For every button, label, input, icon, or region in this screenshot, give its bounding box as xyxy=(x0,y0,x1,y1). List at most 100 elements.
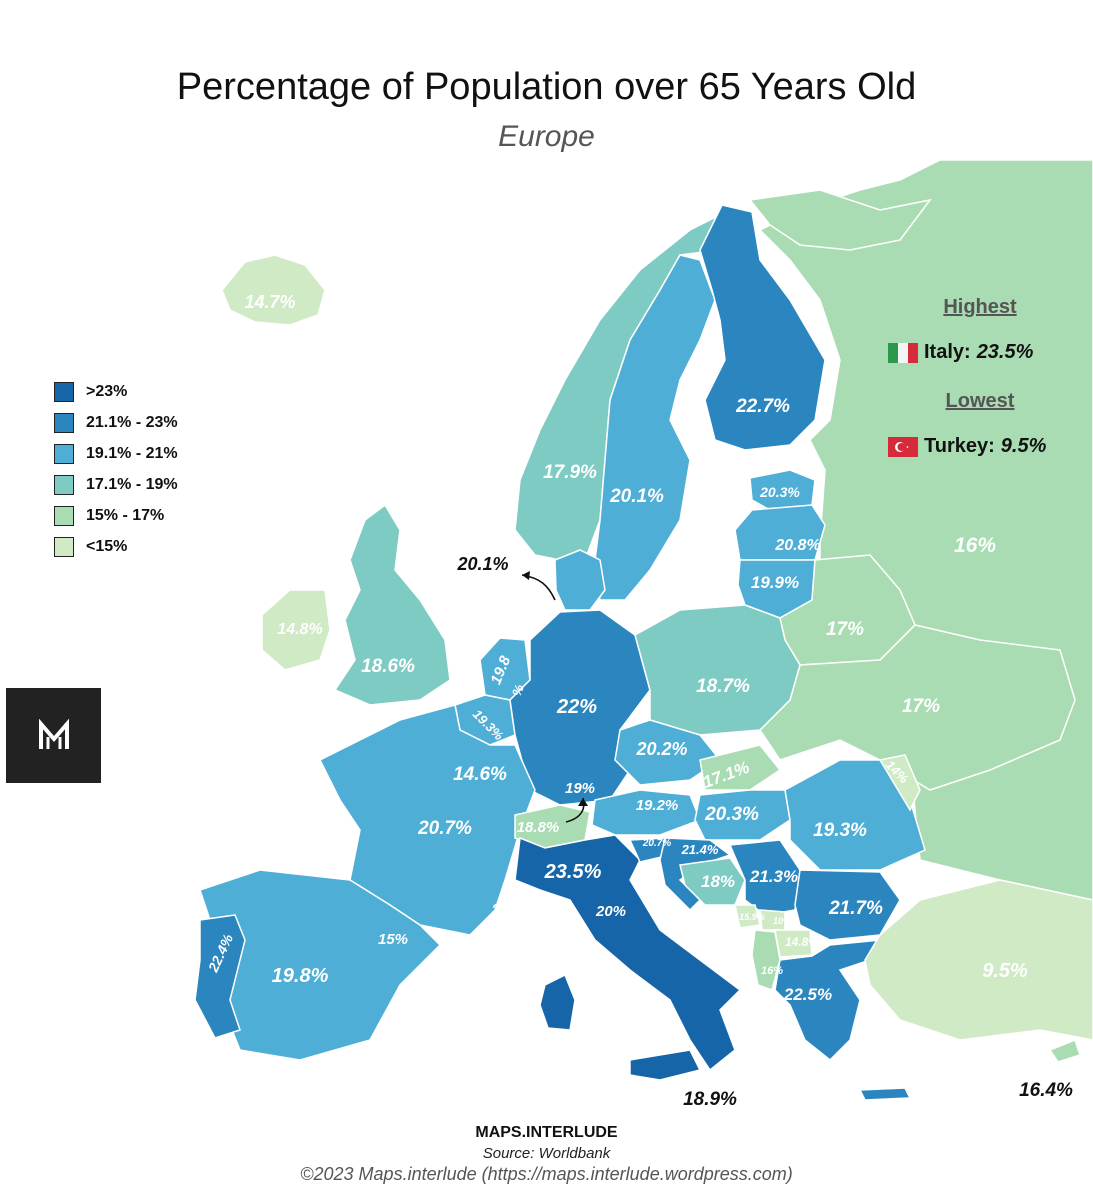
region-portugal xyxy=(194,914,246,1039)
label-estonia: 20.3% xyxy=(759,484,800,500)
region-hungary xyxy=(694,789,791,841)
legend-item: 21.1% - 23% xyxy=(54,407,178,438)
region-romania xyxy=(784,759,926,871)
page-title: Percentage of Population over 65 Years O… xyxy=(176,66,917,108)
label-norway: 17.9% xyxy=(543,462,597,483)
region-france xyxy=(318,704,536,936)
region-poland xyxy=(634,604,801,736)
region-finland xyxy=(699,204,826,451)
legend-swatch-2 xyxy=(54,412,74,433)
region-ukraine xyxy=(759,624,1076,791)
label-malta: 18.9% xyxy=(683,1089,737,1110)
highest-heading: Highest xyxy=(943,296,1017,318)
label-cyprus: 16.4% xyxy=(1019,1080,1073,1101)
label-romania: 19.3% xyxy=(813,820,867,841)
label-spain: 19.8% xyxy=(272,965,329,987)
legend-item: 17.1% - 19% xyxy=(54,469,178,500)
label-poland: 18.7% xyxy=(696,676,750,697)
label-denmark: 20.1% xyxy=(456,554,508,574)
legend-label-4: 17.1% - 19% xyxy=(86,475,178,493)
region-austria xyxy=(591,789,701,836)
label-bosnia: 18% xyxy=(701,872,735,891)
arrow-denmark-head xyxy=(522,571,530,580)
label-andorra: 15% xyxy=(378,931,408,948)
label-austria: 19.2% xyxy=(636,797,679,814)
region-crete xyxy=(858,1087,912,1101)
label-greece: 22.5% xyxy=(783,985,832,1004)
region-north-russia xyxy=(748,189,932,251)
label-uk: 18.6% xyxy=(361,656,415,677)
highest-value: 23.5% xyxy=(976,341,1034,363)
footer-brand: MAPS.INTERLUDE xyxy=(475,1124,618,1141)
label-finland: 22.7% xyxy=(735,396,790,417)
legend-label-6: <15% xyxy=(86,537,128,555)
lowest-heading: Lowest xyxy=(945,390,1015,412)
highest-row: Italy: 23.5% xyxy=(888,341,1090,364)
label-montenegro: 15.9% xyxy=(739,912,765,922)
label-belarus: 17% xyxy=(826,619,864,640)
region-denmark xyxy=(554,549,606,611)
lowest-country: Turkey: xyxy=(924,435,995,457)
region-iceland xyxy=(221,254,326,326)
legend: >23% 21.1% - 23% 19.1% - 21% 17.1% - 19%… xyxy=(54,376,178,562)
label-switzerland: 18.8% xyxy=(517,819,560,836)
label-kosovo: 10% xyxy=(773,916,791,926)
highest-country: Italy: xyxy=(924,341,971,363)
legend-label-1: >23% xyxy=(86,382,128,400)
turkey-flag-icon xyxy=(888,436,918,457)
legend-swatch-3 xyxy=(54,443,74,464)
label-albania: 16% xyxy=(761,965,783,977)
label-czechia: 20.2% xyxy=(635,739,687,759)
legend-item: 15% - 17% xyxy=(54,500,178,531)
region-sicily xyxy=(629,1049,702,1081)
region-uk xyxy=(333,503,451,706)
region-turkey xyxy=(864,879,1093,1041)
region-italy xyxy=(514,834,742,1072)
label-latvia: 20.8% xyxy=(774,537,820,554)
label-croatia: 21.4% xyxy=(681,842,719,857)
region-bulgaria xyxy=(794,869,901,941)
italy-flag-icon xyxy=(888,342,918,363)
legend-item: 19.1% - 21% xyxy=(54,438,178,469)
region-moldova xyxy=(878,754,921,812)
arrow-liechtenstein-head xyxy=(578,798,588,806)
footer-source: Source: Worldbank xyxy=(482,1145,611,1162)
m-logo-icon xyxy=(6,688,101,783)
label-sanmarino: 20% xyxy=(595,903,626,920)
region-greece xyxy=(774,939,882,1062)
label-hungary: 20.3% xyxy=(704,804,759,825)
region-ireland xyxy=(261,589,331,671)
region-montenegro xyxy=(734,904,761,929)
region-sardinia xyxy=(539,973,576,1031)
lowest-row: Turkey: 9.5% xyxy=(888,435,1090,458)
legend-swatch-6 xyxy=(54,536,74,557)
label-slovenia: 20.7% xyxy=(642,838,671,849)
legend-label-3: 19.1% - 21% xyxy=(86,444,178,462)
label-liechtenstein: 19% xyxy=(565,780,595,797)
label-ukraine: 17% xyxy=(902,696,940,717)
extremes-panel: Highest Italy: 23.5% Lowest Turkey: 9.5% xyxy=(880,296,1090,484)
legend-label-2: 21.1% - 23% xyxy=(86,413,178,431)
page-subtitle: Europe xyxy=(498,120,595,153)
label-russia: 16% xyxy=(954,534,996,557)
footer-copyright: ©2023 Maps.interlude (https://maps.inter… xyxy=(300,1164,793,1184)
legend-label-5: 15% - 17% xyxy=(86,506,165,524)
legend-item: >23% xyxy=(54,376,178,407)
label-bulgaria: 21.7% xyxy=(828,898,883,919)
label-germany: 22% xyxy=(556,696,597,718)
m-logo-glyph-icon xyxy=(38,718,69,749)
label-lithuania: 19.9% xyxy=(751,573,799,592)
label-sweden: 20.1% xyxy=(609,486,664,507)
arrow-denmark xyxy=(521,574,556,601)
legend-item: <15% xyxy=(54,531,178,562)
region-slovakia xyxy=(699,744,782,791)
lowest-value: 9.5% xyxy=(1000,435,1047,457)
label-france: 20.7% xyxy=(417,818,472,839)
region-cyprus xyxy=(1048,1039,1081,1063)
label-north-macedonia: 14.8% xyxy=(785,935,819,949)
label-ireland: 14.8% xyxy=(277,621,322,638)
legend-swatch-4 xyxy=(54,474,74,495)
label-iceland: 14.7% xyxy=(244,292,295,312)
label-serbia: 21.3% xyxy=(749,867,798,886)
label-turkey: 9.5% xyxy=(982,960,1028,982)
